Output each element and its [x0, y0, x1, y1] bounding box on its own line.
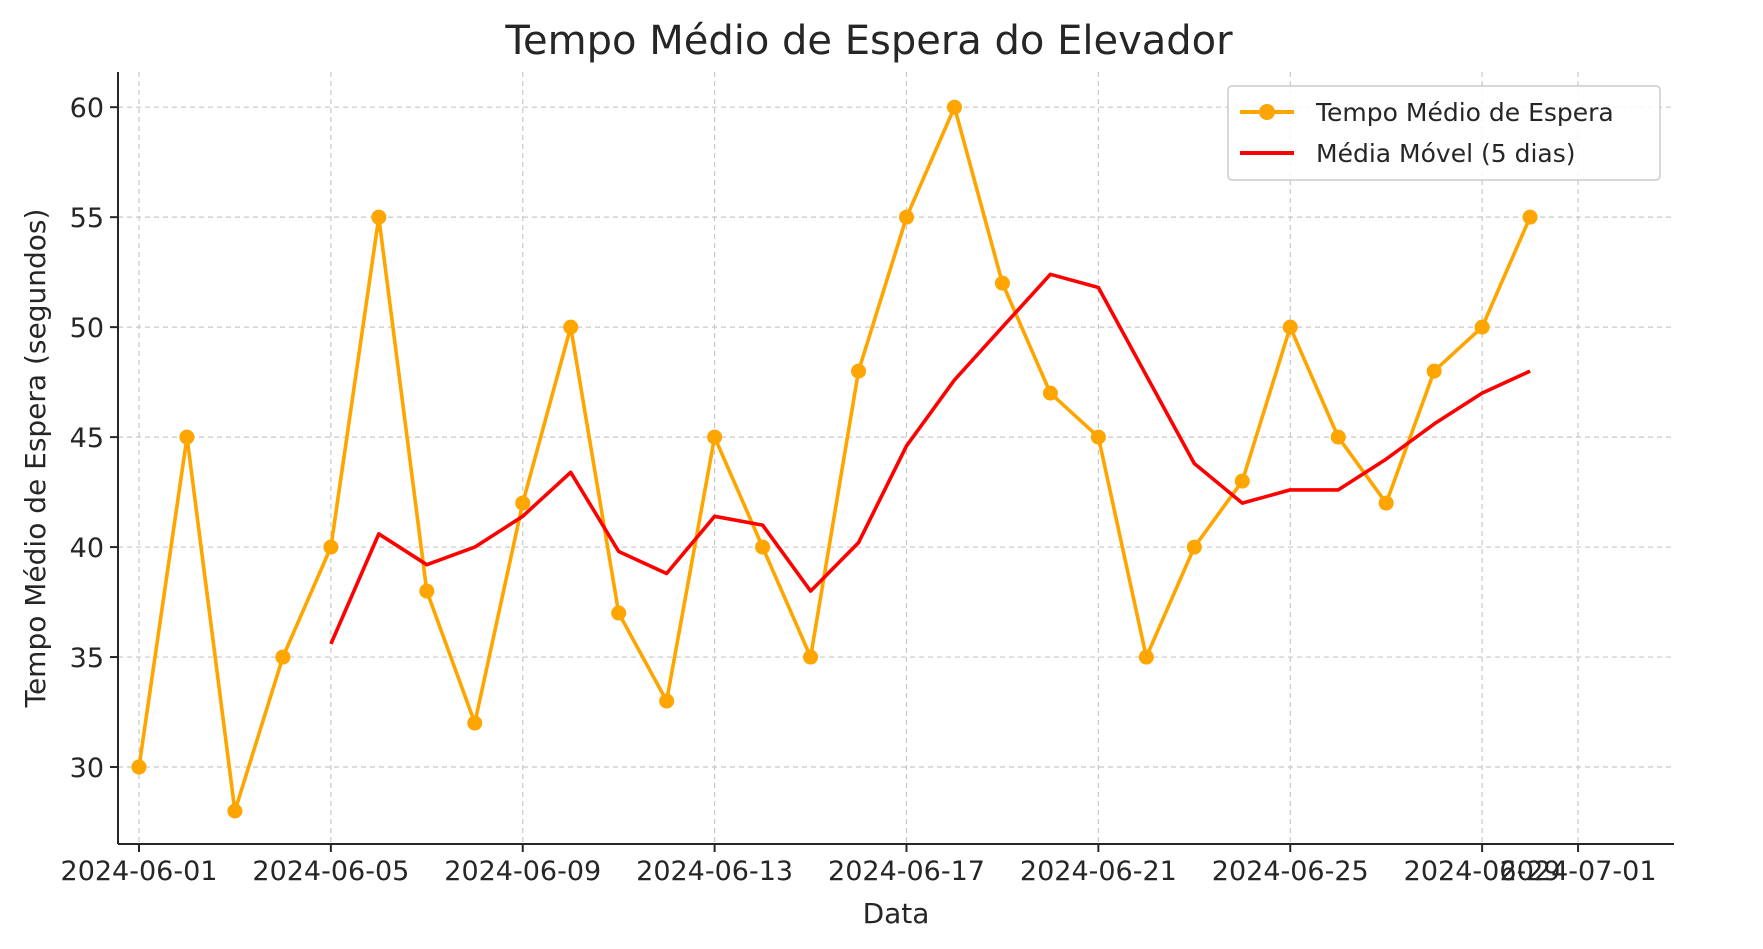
series-line-1: [137, 105, 1532, 813]
data-point: [707, 429, 723, 445]
y-tick-label: 40: [70, 533, 104, 564]
y-tick-label: 35: [70, 643, 104, 674]
data-point: [1474, 319, 1490, 335]
y-tick-label: 30: [70, 753, 104, 784]
legend-label-series-2: Média Móvel (5 dias): [1316, 139, 1576, 168]
y-tick-label: 45: [70, 423, 104, 454]
data-point: [227, 803, 243, 819]
y-tick-label: 50: [70, 313, 104, 344]
data-point: [1042, 385, 1058, 401]
data-point: [946, 99, 962, 115]
x-tick-label: 2024-07-01: [1500, 856, 1657, 887]
series-layer: [131, 99, 1538, 819]
data-point: [179, 429, 195, 445]
legend-marker-series-1: [1259, 104, 1275, 120]
data-point: [1138, 649, 1154, 665]
data-point: [611, 605, 627, 621]
y-tick-label: 60: [70, 93, 104, 124]
data-point: [803, 649, 819, 665]
x-tick-label: 2024-06-29: [1404, 856, 1561, 887]
data-point: [755, 539, 771, 555]
data-point: [1330, 429, 1346, 445]
data-point: [1378, 495, 1394, 511]
axes-layer: [117, 72, 1674, 845]
y-ticks: 30 35 40 45 50 55 60: [70, 93, 118, 784]
grid-layer: [118, 72, 1674, 844]
x-ticks: 2024-06-01 2024-06-05 2024-06-09 2024-06-13…: [61, 844, 1657, 887]
x-tick-label: 2024-06-09: [444, 856, 601, 887]
series-line-2: [329, 272, 1531, 645]
data-point: [131, 759, 147, 775]
data-point: [1282, 319, 1298, 335]
x-tick-label: 2024-06-01: [61, 856, 218, 887]
legend-box: [1227, 85, 1661, 181]
data-point: [371, 209, 387, 225]
y-axis-label: Tempo Médio de Espera (segundos): [19, 209, 52, 709]
data-point: [515, 495, 531, 511]
x-tick-label: 2024-06-13: [636, 856, 793, 887]
x-tick-label: 2024-06-05: [252, 856, 409, 887]
x-tick-label: 2024-06-21: [1020, 856, 1177, 887]
x-axis-label: Data: [863, 897, 930, 930]
data-point: [563, 319, 579, 335]
x-tick-label: 2024-06-17: [828, 856, 985, 887]
data-point: [659, 693, 675, 709]
data-point: [1426, 363, 1442, 379]
legend: Tempo Médio de Espera Média Móvel (5 dia…: [1227, 85, 1661, 181]
data-point: [323, 539, 339, 555]
data-point: [994, 275, 1010, 291]
data-point: [419, 583, 435, 599]
data-point: [1522, 209, 1538, 225]
legend-label-series-1: Tempo Médio de Espera: [1315, 98, 1614, 127]
data-point: [851, 363, 867, 379]
data-point: [275, 649, 291, 665]
x-tick-label: 2024-06-25: [1212, 856, 1369, 887]
chart-title: Tempo Médio de Espera do Elevador: [504, 18, 1233, 64]
data-point: [1090, 429, 1106, 445]
data-point: [1186, 539, 1202, 555]
data-point: [467, 715, 483, 731]
data-point: [1234, 473, 1250, 489]
data-point: [898, 209, 914, 225]
y-tick-label: 55: [70, 203, 104, 234]
